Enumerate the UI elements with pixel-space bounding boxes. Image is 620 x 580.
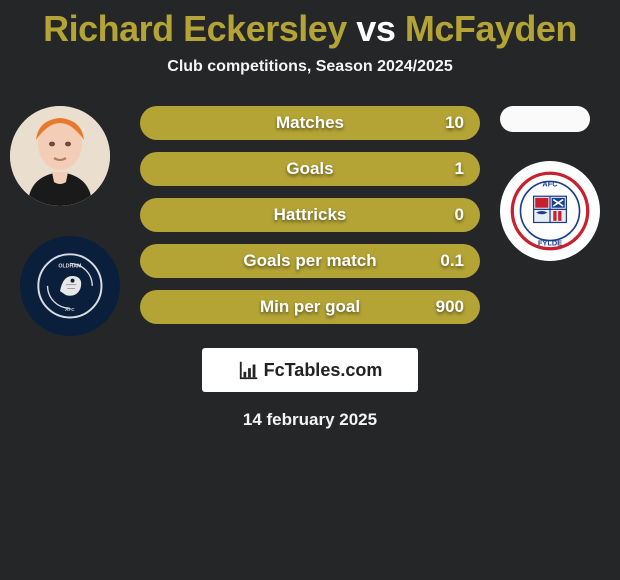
stat-bar-goals-per-match: Goals per match 0.1 [140, 244, 480, 278]
content-area: OLDHAM AFC AFC FYLDE Matches [0, 106, 620, 430]
stat-label: Goals [286, 159, 333, 179]
stat-bar-hattricks: Hattricks 0 [140, 198, 480, 232]
brand-text: FcTables.com [264, 360, 383, 381]
player-avatar-right [500, 106, 590, 132]
date-label: 14 february 2025 [0, 410, 620, 430]
brand-box[interactable]: FcTables.com [202, 348, 418, 392]
svg-text:FYLDE: FYLDE [538, 238, 562, 247]
stat-label: Hattricks [274, 205, 347, 225]
stat-value: 0 [455, 205, 464, 225]
stat-value: 0.1 [440, 251, 464, 271]
stat-label: Matches [276, 113, 344, 133]
player-avatar-left [10, 106, 110, 206]
svg-text:OLDHAM: OLDHAM [58, 264, 82, 270]
stat-bar-goals: Goals 1 [140, 152, 480, 186]
stat-value: 10 [445, 113, 464, 133]
stat-bars: Matches 10 Goals 1 Hattricks 0 Goals per… [140, 106, 480, 324]
stat-value: 1 [455, 159, 464, 179]
stat-bar-min-per-goal: Min per goal 900 [140, 290, 480, 324]
stat-bar-matches: Matches 10 [140, 106, 480, 140]
club-badge-left: OLDHAM AFC [20, 236, 120, 336]
svg-text:AFC: AFC [65, 307, 75, 312]
subtitle: Club competitions, Season 2024/2025 [0, 58, 620, 76]
club-badge-right: AFC FYLDE [500, 161, 600, 261]
bar-chart-icon [238, 359, 260, 381]
afc-fylde-badge-icon: AFC FYLDE [509, 170, 591, 252]
page-title: Richard Eckersley vs McFayden [0, 0, 620, 50]
svg-text:AFC: AFC [542, 179, 558, 188]
oldham-badge-icon: OLDHAM AFC [37, 253, 103, 319]
title-player2: McFayden [405, 8, 577, 49]
stat-value: 900 [436, 297, 464, 317]
title-vs: vs [347, 8, 405, 49]
stat-label: Min per goal [260, 297, 360, 317]
avatar-icon [10, 106, 110, 206]
stat-label: Goals per match [243, 251, 376, 271]
title-player1: Richard Eckersley [43, 8, 347, 49]
